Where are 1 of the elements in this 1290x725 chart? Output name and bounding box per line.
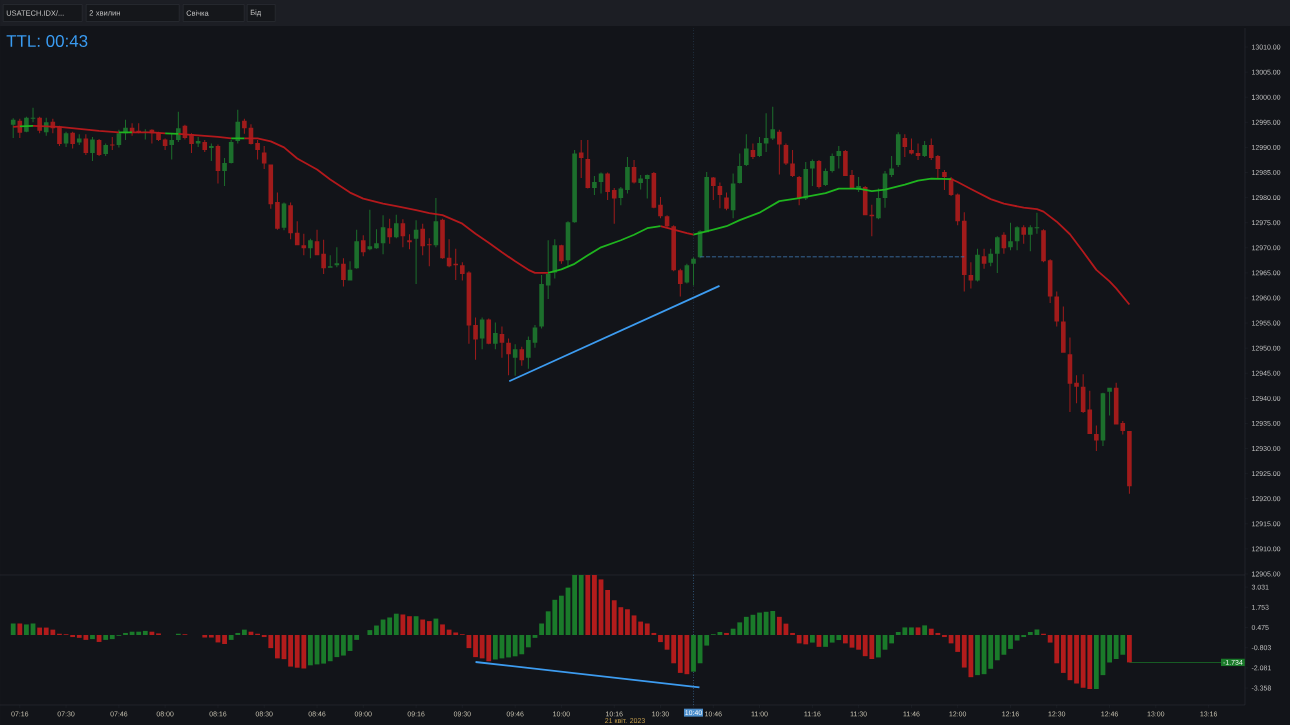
annotation: TTL: 00:43 <box>6 34 88 47</box>
